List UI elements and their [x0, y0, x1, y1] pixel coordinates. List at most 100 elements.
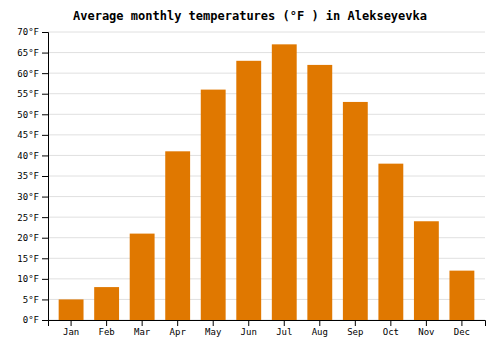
x-tick-label: Sep [347, 327, 363, 337]
y-tick-label: 50°F [17, 110, 39, 120]
plot: 0°F 5°F 10°F 15°F 20°F 25°F 30°F 35°F 40°F 45°F 50… [17, 27, 485, 337]
x-tick-label: Mar [134, 327, 151, 337]
x-tick: Mar [134, 320, 151, 337]
bar [449, 271, 474, 320]
y-tick-mark [42, 114, 48, 115]
grid-line [48, 196, 485, 197]
x-tick: Jun [241, 320, 257, 337]
y-tick-mark [42, 94, 48, 95]
y-tick-label: 35°F [17, 171, 39, 181]
y-tick: 0°F [23, 315, 48, 325]
bar [201, 90, 226, 320]
x-tick: Sep [347, 320, 363, 337]
grid-line [48, 114, 485, 115]
y-tick-mark [42, 217, 48, 218]
grid-line [48, 32, 485, 33]
x-tick-label: Dec [454, 327, 470, 337]
y-tick: 10°F [17, 274, 48, 284]
y-tick-label: 70°F [17, 27, 39, 37]
x-tick: Apr [170, 320, 187, 337]
y-tick: 25°F [17, 213, 48, 223]
x-tick-mark [213, 320, 214, 326]
x-tick-label: Jul [276, 327, 292, 337]
grid-line [48, 73, 485, 74]
y-tick-mark [42, 155, 48, 156]
y-tick-mark [42, 320, 48, 321]
x-tick: Jan [63, 320, 79, 337]
x-tick-label: Aug [312, 327, 328, 337]
x-tick-label: Apr [170, 327, 187, 337]
bar [130, 234, 155, 320]
grid-line [48, 93, 485, 94]
x-tick-mark [426, 320, 427, 326]
y-tick: 70°F [17, 27, 48, 37]
y-tick-label: 5°F [23, 295, 39, 305]
x-tick: Oct [383, 320, 399, 337]
x-tick-mark [248, 320, 249, 326]
x-tick: Nov [418, 320, 434, 337]
x-tick-mark [319, 320, 320, 326]
grid-line [48, 52, 485, 53]
grid-line [48, 134, 485, 135]
y-tick-label: 15°F [17, 254, 39, 264]
y-tick-mark [42, 32, 48, 33]
y-tick-label: 25°F [17, 213, 39, 223]
x-tick: Aug [312, 320, 328, 337]
y-tick: 30°F [17, 192, 48, 202]
y-tick: 5°F [23, 295, 48, 305]
grid [48, 32, 485, 320]
x-axis-line [49, 321, 486, 327]
bar [94, 287, 119, 320]
y-axis-line [42, 33, 49, 321]
y-tick: 55°F [17, 89, 48, 99]
y-tick: 45°F [17, 130, 48, 140]
x-tick-label: Nov [418, 327, 434, 337]
y-tick-mark [42, 135, 48, 136]
y-tick: 40°F [17, 151, 48, 161]
x-tick-mark [284, 320, 285, 326]
x-tick-label: May [205, 327, 222, 337]
bar [59, 299, 84, 320]
grid-line [48, 217, 485, 218]
y-tick-label: 0°F [23, 315, 39, 325]
y-tick-mark [42, 279, 48, 280]
y-tick: 15°F [17, 254, 48, 264]
bar [343, 102, 368, 320]
y-tick-label: 55°F [17, 89, 39, 99]
y-tick-label: 45°F [17, 130, 39, 140]
y-tick-label: 65°F [17, 48, 39, 58]
y-tick-mark [42, 258, 48, 259]
x-tick: Feb [98, 320, 114, 337]
x-tick-mark [177, 320, 178, 326]
y-tick-mark [42, 176, 48, 177]
y-tick-mark [42, 53, 48, 54]
y-tick: 50°F [17, 110, 48, 120]
bar [414, 221, 439, 320]
y-tick: 65°F [17, 48, 48, 58]
y-tick: 60°F [17, 69, 48, 79]
grid-line [48, 176, 485, 177]
x-axis: Jan Feb Mar Apr May Jun Jul Aug Sep Oct Nov Dec [49, 320, 486, 337]
bars [59, 44, 475, 320]
bar [272, 44, 297, 320]
y-tick-label: 60°F [17, 69, 39, 79]
x-tick: Jul [276, 320, 292, 337]
x-tick-mark [355, 320, 356, 326]
x-tick-label: Jan [63, 327, 79, 337]
y-tick-mark [42, 197, 48, 198]
x-tick-label: Oct [383, 327, 399, 337]
y-tick: 35°F [17, 171, 48, 181]
title: Average monthly temperatures (°F ) in Al… [73, 9, 427, 23]
y-tick-label: 40°F [17, 151, 39, 161]
y-tick-mark [42, 73, 48, 74]
x-tick-mark [106, 320, 107, 326]
y-tick: 20°F [17, 233, 48, 243]
bar [307, 65, 332, 320]
x-tick-label: Jun [241, 327, 257, 337]
x-tick-mark [71, 320, 72, 326]
x-tick-mark [142, 320, 143, 326]
y-axis: 0°F 5°F 10°F 15°F 20°F 25°F 30°F 35°F 40°F 45°F 50… [17, 27, 48, 325]
chart: Average monthly temperatures (°F ) in Al… [0, 0, 500, 350]
x-tick-mark [461, 320, 462, 326]
x-tick-label: Feb [98, 327, 114, 337]
